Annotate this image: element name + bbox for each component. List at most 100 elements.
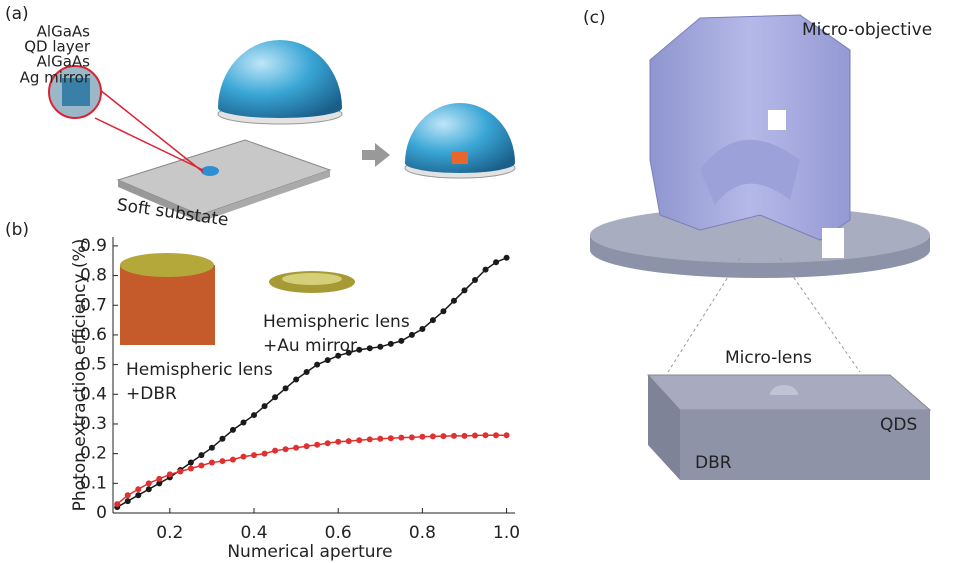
point <box>346 350 352 356</box>
point <box>409 434 415 440</box>
panel-b: (b) Hemispheric lens +Au mirror Hemisphe… <box>5 220 520 562</box>
annotation: Hemispheric lens <box>126 360 273 380</box>
point <box>262 403 268 409</box>
point <box>461 287 467 293</box>
point <box>114 501 120 507</box>
point <box>430 317 436 323</box>
point <box>219 458 225 464</box>
point <box>146 486 152 492</box>
panel-c: (c) Micro-objective Micro-lens QDS DBR <box>583 8 932 480</box>
point <box>209 445 215 451</box>
figure: (a) AlGaAs QD layer AlGaAs Ag mirror Sof… <box>0 0 969 563</box>
point <box>451 433 457 439</box>
point <box>335 353 341 359</box>
point <box>398 338 404 344</box>
point <box>177 468 183 474</box>
point <box>262 451 268 457</box>
point <box>240 454 246 460</box>
point <box>272 448 278 454</box>
mirror-inset-top <box>282 273 342 285</box>
point <box>398 435 404 441</box>
point <box>304 443 310 449</box>
point <box>135 486 141 492</box>
lens-label: Micro-lens <box>725 348 812 368</box>
point <box>283 385 289 391</box>
point <box>135 492 141 498</box>
point <box>125 492 131 498</box>
lens-dome <box>218 40 342 118</box>
point <box>251 452 257 458</box>
point <box>377 344 383 350</box>
point <box>325 440 331 446</box>
point <box>430 433 436 439</box>
panel-a: (a) AlGaAs QD layer AlGaAs Ag mirror Sof… <box>5 4 515 231</box>
point <box>483 432 489 438</box>
x-tick-label: 1.0 <box>493 523 520 543</box>
point <box>504 432 510 438</box>
point <box>314 442 320 448</box>
chip <box>452 152 468 164</box>
annotation: +Au mirror <box>263 336 357 356</box>
point <box>367 345 373 351</box>
panel-label: (a) <box>5 4 29 24</box>
point <box>125 498 131 504</box>
point <box>156 476 162 482</box>
panel-label: (b) <box>5 220 29 240</box>
x-tick-label: 0.4 <box>240 523 267 543</box>
y-tick-label: 0.7 <box>80 295 107 315</box>
dbr-inset <box>120 265 215 345</box>
point <box>198 463 204 469</box>
point <box>472 277 478 283</box>
objective-label: Micro-objective <box>802 20 932 40</box>
chip <box>201 166 219 176</box>
dbr-inset-top <box>120 253 214 277</box>
annotation: +DBR <box>126 384 177 404</box>
series-line <box>117 435 506 504</box>
x-axis-label: Numerical aperture <box>227 542 392 562</box>
y-tick-label: 0 <box>96 503 107 523</box>
point <box>419 326 425 332</box>
point <box>472 433 478 439</box>
point <box>219 436 225 442</box>
point <box>251 412 257 418</box>
layer-label: Ag mirror <box>20 69 91 87</box>
point <box>377 436 383 442</box>
point <box>388 341 394 347</box>
point <box>240 419 246 425</box>
point <box>440 308 446 314</box>
window <box>768 110 786 130</box>
y-tick-label: 0.8 <box>80 266 107 286</box>
y-tick-label: 0.1 <box>80 473 107 493</box>
objective <box>650 15 850 240</box>
point <box>272 394 278 400</box>
point <box>356 347 362 353</box>
annotation: Hemispheric lens <box>263 312 410 332</box>
x-tick-label: 0.8 <box>409 523 436 543</box>
point <box>230 427 236 433</box>
dbr-label: DBR <box>695 453 732 473</box>
point <box>440 433 446 439</box>
point <box>335 439 341 445</box>
x-tick-label: 0.6 <box>325 523 352 543</box>
panel-label: (c) <box>583 8 606 28</box>
point <box>188 465 194 471</box>
zoom-line <box>95 118 203 170</box>
point <box>325 357 331 363</box>
point <box>293 445 299 451</box>
point <box>167 471 173 477</box>
point <box>493 432 499 438</box>
point <box>356 437 362 443</box>
point <box>283 446 289 452</box>
x-tick-label: 0.2 <box>156 523 183 543</box>
arrow <box>362 143 390 167</box>
qds-label: QDS <box>880 415 917 435</box>
y-tick-label: 0.3 <box>80 414 107 434</box>
y-tick-label: 0.5 <box>80 355 107 375</box>
point <box>493 259 499 265</box>
point <box>346 438 352 444</box>
point <box>388 435 394 441</box>
point <box>419 434 425 440</box>
y-tick-label: 0.6 <box>80 325 107 345</box>
y-tick-label: 0.4 <box>80 384 107 404</box>
point <box>198 452 204 458</box>
